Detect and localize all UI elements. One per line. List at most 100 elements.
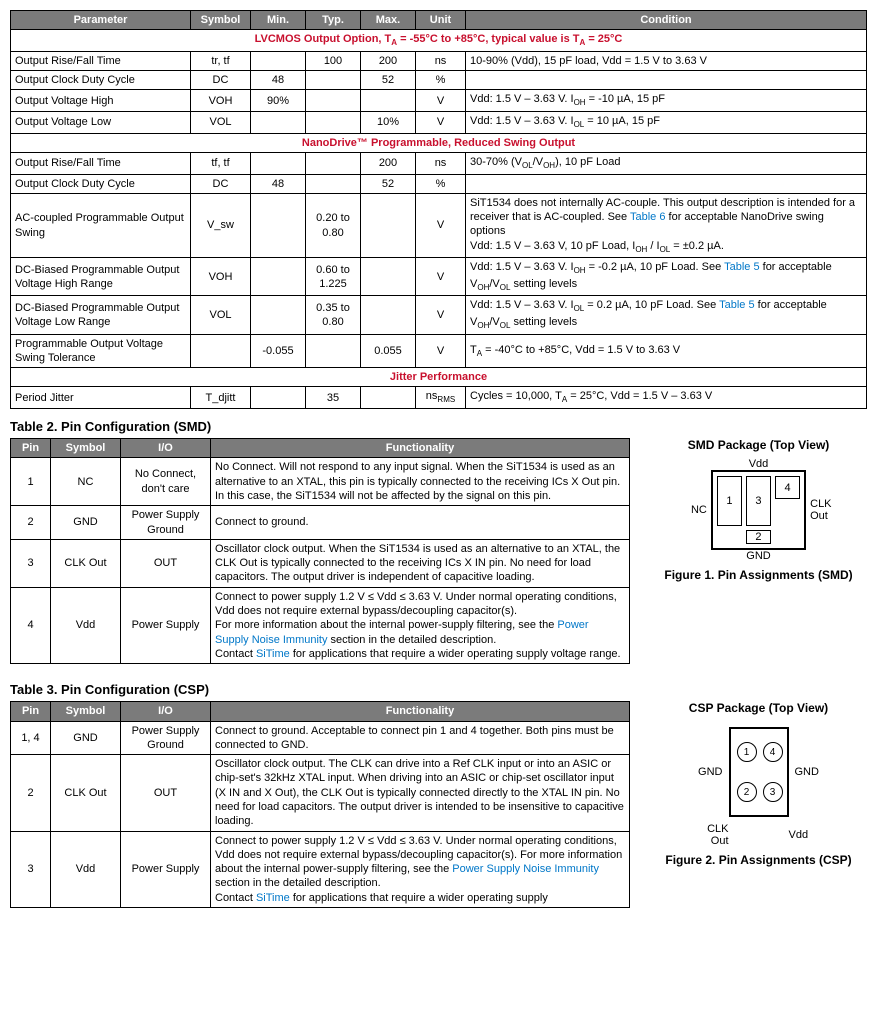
- cell-typ: 0.20 to 0.80: [306, 193, 361, 257]
- cell-typ: [306, 174, 361, 193]
- cell-param: Period Jitter: [11, 387, 191, 409]
- cell-sym: [191, 334, 251, 368]
- t2-hdr-sym: Symbol: [51, 439, 121, 458]
- cell-cond: Vdd: 1.5 V – 3.63 V. IOL = 10 µA, 15 pF: [466, 112, 867, 134]
- cell-io: Power Supply: [121, 831, 211, 907]
- cell-func: Connect to ground.: [211, 506, 630, 540]
- cell-sym: VOL: [191, 296, 251, 334]
- cell-pin: 4: [11, 587, 51, 663]
- cell-typ: [306, 334, 361, 368]
- t3-hdr-io: I/O: [121, 702, 211, 721]
- smd-pad-4: 4: [775, 476, 800, 499]
- cell-io: OUT: [121, 755, 211, 831]
- cell-unit: V: [416, 193, 466, 257]
- cell-cond: 10-90% (Vdd), 15 pF load, Vdd = 1.5 V to…: [466, 51, 867, 70]
- smd-diagram: Vdd NC 1 4 3 2 CLK Out GND: [679, 458, 839, 562]
- cell-param: Output Rise/Fall Time: [11, 51, 191, 70]
- cell-unit: %: [416, 174, 466, 193]
- link[interactable]: SiTime: [256, 892, 290, 904]
- cell-unit: V: [416, 334, 466, 368]
- cell-func: No Connect. Will not respond to any inpu…: [211, 458, 630, 506]
- cell-max: 0.055: [361, 334, 416, 368]
- cell-param: Output Clock Duty Cycle: [11, 174, 191, 193]
- cell-min: [251, 387, 306, 409]
- hdr-cond: Condition: [466, 11, 867, 30]
- cell-param: Output Voltage Low: [11, 112, 191, 134]
- cell-typ: [306, 152, 361, 174]
- cell-typ: 0.60 to 1.225: [306, 258, 361, 296]
- link[interactable]: Table 5: [724, 261, 759, 273]
- cell-sym: GND: [51, 506, 121, 540]
- cell-typ: [306, 71, 361, 90]
- cell-pin: 3: [11, 539, 51, 587]
- table-row: 4VddPower SupplyConnect to power supply …: [11, 587, 630, 663]
- smd-pad-1: 1: [717, 476, 742, 526]
- t3-hdr-pin: Pin: [11, 702, 51, 721]
- cell-min: -0.055: [251, 334, 306, 368]
- cell-max: 200: [361, 51, 416, 70]
- link[interactable]: SiTime: [256, 648, 290, 660]
- cell-typ: 0.35 to 0.80: [306, 296, 361, 334]
- smd-left-label: NC: [679, 504, 707, 516]
- hdr-param: Parameter: [11, 11, 191, 30]
- cell-pin: 1, 4: [11, 721, 51, 755]
- cell-cond: TA = -40°C to +85°C, Vdd = 1.5 V to 3.63…: [466, 334, 867, 368]
- cell-unit: V: [416, 258, 466, 296]
- cell-param: Programmable Output Voltage Swing Tolera…: [11, 334, 191, 368]
- cell-sym: DC: [191, 71, 251, 90]
- smd-pad-2: 2: [746, 530, 771, 544]
- cell-pin: 2: [11, 506, 51, 540]
- cell-max: [361, 258, 416, 296]
- csp-ball-4: 4: [763, 742, 783, 762]
- pin-table-csp: Pin Symbol I/O Functionality 1, 4GNDPowe…: [10, 701, 630, 908]
- cell-param: Output Voltage High: [11, 90, 191, 112]
- cell-func: Oscillator clock output. When the SiT153…: [211, 539, 630, 587]
- cell-unit: ns: [416, 152, 466, 174]
- cell-sym: GND: [51, 721, 121, 755]
- cell-max: 200: [361, 152, 416, 174]
- table-row: DC-Biased Programmable Output Voltage Lo…: [11, 296, 867, 334]
- cell-cond: Vdd: 1.5 V – 3.63 V. IOH = -0.2 µA, 10 p…: [466, 258, 867, 296]
- pin-table-smd: Pin Symbol I/O Functionality 1NCNo Conne…: [10, 438, 630, 664]
- cell-sym: CLK Out: [51, 539, 121, 587]
- csp-ball-3: 3: [763, 782, 783, 802]
- t2-hdr-func: Functionality: [211, 439, 630, 458]
- hdr-min: Min.: [251, 11, 306, 30]
- smd-fig-caption: Figure 1. Pin Assignments (SMD): [650, 568, 867, 582]
- link[interactable]: Power Supply Noise Immunity: [215, 619, 589, 645]
- csp-pkg-title: CSP Package (Top View): [650, 701, 867, 715]
- cell-sym: VOH: [191, 90, 251, 112]
- cell-min: [251, 193, 306, 257]
- cell-cond: Vdd: 1.5 V – 3.63 V. IOH = -10 µA, 15 pF: [466, 90, 867, 112]
- hdr-unit: Unit: [416, 11, 466, 30]
- csp-br-label: Vdd: [789, 829, 829, 841]
- link[interactable]: Table 6: [630, 211, 665, 223]
- table-row: 1NCNo Connect, don't careNo Connect. Wil…: [11, 458, 630, 506]
- cell-sym: CLK Out: [51, 755, 121, 831]
- cell-cond: Cycles = 10,000, TA = 25°C, Vdd = 1.5 V …: [466, 387, 867, 409]
- cell-cond: SiT1534 does not internally AC-couple. T…: [466, 193, 867, 257]
- cell-sym: tf, tf: [191, 152, 251, 174]
- link[interactable]: Power Supply Noise Immunity: [452, 863, 599, 875]
- csp-ball-2: 2: [737, 782, 757, 802]
- cell-min: 90%: [251, 90, 306, 112]
- cell-max: [361, 296, 416, 334]
- cell-min: 48: [251, 174, 306, 193]
- cell-param: Output Clock Duty Cycle: [11, 71, 191, 90]
- section-header: Jitter Performance: [11, 368, 867, 387]
- table-row: 3VddPower SupplyConnect to power supply …: [11, 831, 630, 907]
- link[interactable]: Table 5: [719, 299, 754, 311]
- cell-unit: V: [416, 296, 466, 334]
- hdr-max: Max.: [361, 11, 416, 30]
- cell-unit: V: [416, 90, 466, 112]
- cell-sym: VOH: [191, 258, 251, 296]
- cell-max: [361, 387, 416, 409]
- table-row: Programmable Output Voltage Swing Tolera…: [11, 334, 867, 368]
- hdr-typ: Typ.: [306, 11, 361, 30]
- table-row: 1, 4GNDPower Supply GroundConnect to gro…: [11, 721, 630, 755]
- section-header: LVCMOS Output Option, TA = -55°C to +85°…: [11, 30, 867, 52]
- cell-min: [251, 152, 306, 174]
- cell-cond: 30-70% (VOL/VOH), 10 pF Load: [466, 152, 867, 174]
- cell-param: Output Rise/Fall Time: [11, 152, 191, 174]
- table-row: AC-coupled Programmable Output SwingV_sw…: [11, 193, 867, 257]
